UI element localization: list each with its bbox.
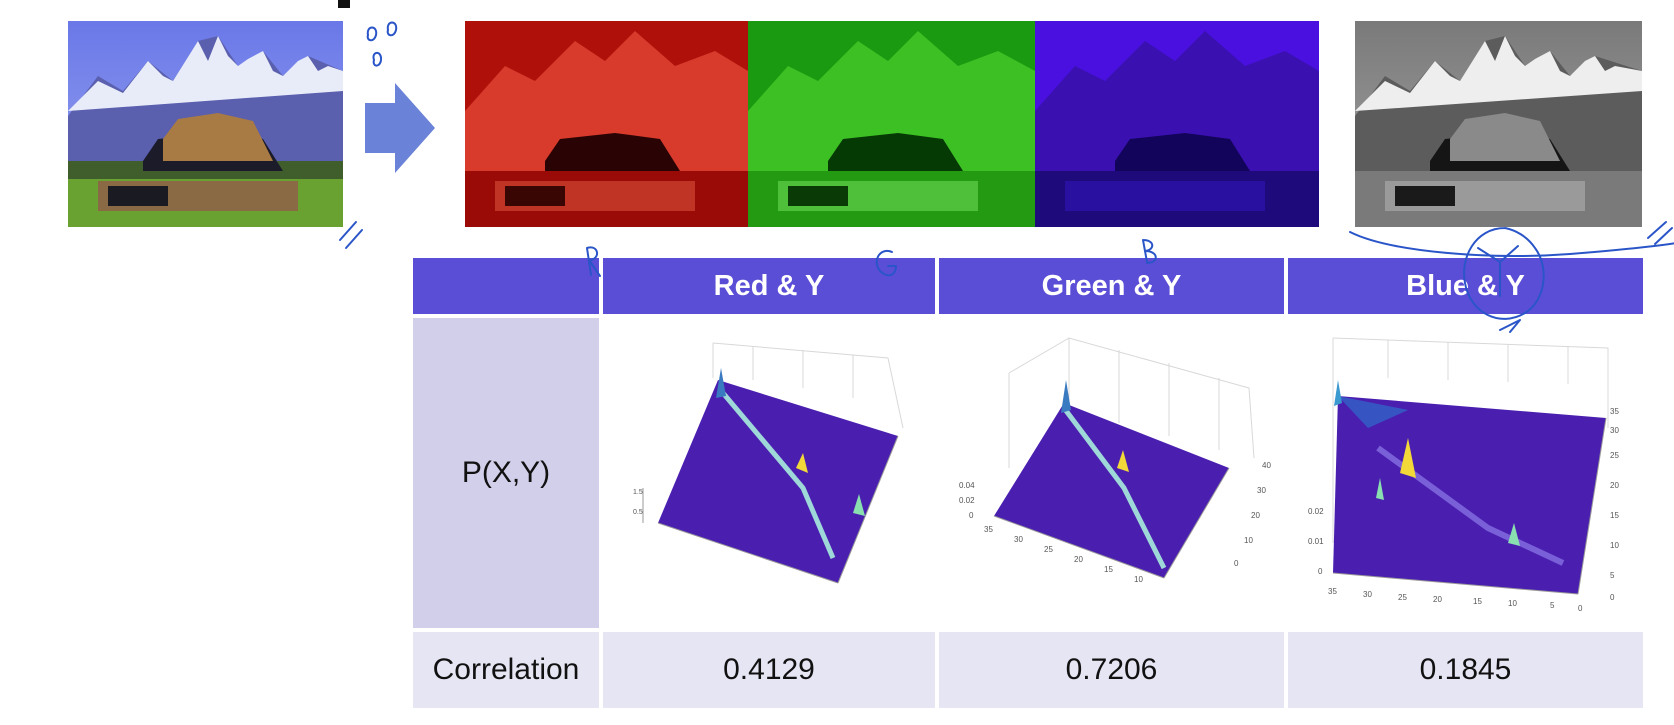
svg-text:5: 5 [1610, 571, 1615, 580]
green-channel-image [748, 21, 1035, 227]
svg-text:35: 35 [984, 525, 993, 534]
svg-text:20: 20 [1251, 511, 1260, 520]
surface-plot-red-y: 1.5 0.5 [633, 342, 904, 584]
ink-underline-gray [1349, 231, 1674, 257]
ink-letter-r [586, 246, 601, 277]
svg-text:10: 10 [1508, 599, 1517, 608]
correlation-red-y: 0.4129 [603, 632, 935, 708]
header-red-y: Red & Y [603, 258, 935, 314]
svg-text:1.5: 1.5 [633, 489, 643, 496]
svg-text:0.02: 0.02 [1308, 507, 1324, 516]
svg-text:15: 15 [1104, 565, 1113, 574]
ink-slash-left [339, 221, 363, 249]
plot-cell-green-y: 0.04 0.02 0 35 30 25 20 15 10 0 10 20 30 40 [939, 318, 1284, 628]
ink-loop-1 [366, 26, 378, 42]
plot-cell-blue-y: 0.02 0.01 0 35 30 25 20 15 10 5 0 0 5 10 15 20 25 3… [1288, 318, 1643, 628]
svg-text:20: 20 [1074, 555, 1083, 564]
svg-text:35: 35 [1610, 407, 1619, 416]
svg-text:20: 20 [1433, 595, 1442, 604]
svg-text:10: 10 [1610, 541, 1619, 550]
svg-text:20: 20 [1610, 481, 1619, 490]
svg-text:10: 10 [1134, 575, 1143, 584]
surface-plot-green-y: 0.04 0.02 0 35 30 25 20 15 10 0 10 20 30 40 [959, 337, 1271, 584]
svg-text:0: 0 [1578, 604, 1583, 613]
plot-cell-red-y: 1.5 0.5 [603, 318, 935, 628]
svg-text:30: 30 [1014, 535, 1023, 544]
red-channel-image [465, 21, 748, 227]
svg-text:25: 25 [1398, 593, 1407, 602]
correlation-green-y: 0.7206 [939, 632, 1284, 708]
svg-text:30: 30 [1257, 486, 1266, 495]
original-image [68, 21, 343, 227]
svg-text:15: 15 [1610, 511, 1619, 520]
svg-text:25: 25 [1044, 545, 1053, 554]
heading-fragment [338, 0, 350, 8]
row-label-correlation: Correlation [413, 632, 599, 708]
ink-circle-y [1463, 227, 1545, 320]
arrow-right-icon [365, 83, 435, 173]
svg-text:0.5: 0.5 [633, 509, 643, 516]
svg-text:30: 30 [1610, 426, 1619, 435]
svg-text:0: 0 [1234, 559, 1239, 568]
surface-plot-blue-y: 0.02 0.01 0 35 30 25 20 15 10 5 0 0 5 10 15 20 25 3… [1308, 337, 1619, 613]
svg-text:25: 25 [1610, 451, 1619, 460]
svg-text:0.02: 0.02 [959, 496, 975, 505]
svg-text:15: 15 [1473, 597, 1482, 606]
svg-text:35: 35 [1328, 587, 1337, 596]
blue-channel-image [1035, 21, 1319, 227]
ink-circle-tail [1499, 319, 1521, 333]
ink-loop-2 [386, 21, 398, 37]
svg-text:0: 0 [1610, 593, 1615, 602]
svg-text:0: 0 [969, 511, 974, 520]
row-label-joint-probability: P(X,Y) [413, 318, 599, 628]
svg-text:0: 0 [1318, 567, 1323, 576]
svg-text:0.04: 0.04 [959, 481, 975, 490]
header-green-y: Green & Y [939, 258, 1284, 314]
svg-text:0.01: 0.01 [1308, 537, 1324, 546]
svg-text:10: 10 [1244, 536, 1253, 545]
ink-slash-right [1647, 221, 1673, 245]
ink-loop-3 [372, 51, 383, 67]
ink-letter-y [1477, 245, 1519, 297]
svg-text:5: 5 [1550, 601, 1555, 610]
ink-letter-b [1142, 239, 1157, 264]
grayscale-image [1355, 21, 1642, 227]
svg-text:40: 40 [1262, 461, 1271, 470]
correlation-blue-y: 0.1845 [1288, 632, 1643, 708]
ink-letter-g [875, 249, 897, 277]
header-corner-cell [413, 258, 599, 314]
svg-text:30: 30 [1363, 590, 1372, 599]
